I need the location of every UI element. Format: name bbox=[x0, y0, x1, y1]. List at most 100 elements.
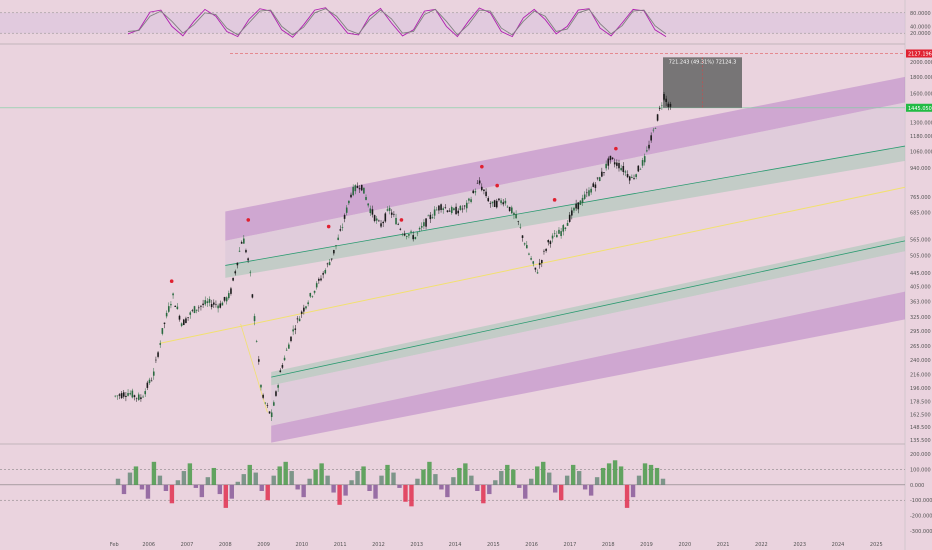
candle-body bbox=[367, 203, 369, 206]
stoch-tick-label: 80.0000 bbox=[910, 11, 931, 17]
x-tick-label: 2023 bbox=[793, 542, 806, 548]
cci-bar bbox=[187, 463, 193, 485]
candle-body bbox=[669, 103, 672, 107]
candle-body bbox=[556, 234, 558, 238]
x-tick-label: 2025 bbox=[870, 542, 883, 548]
candle-body bbox=[339, 229, 342, 231]
candle-body bbox=[530, 258, 532, 260]
cci-bar bbox=[181, 471, 187, 485]
candle-body bbox=[202, 303, 204, 306]
candle-body bbox=[345, 207, 348, 213]
candle-body bbox=[288, 344, 290, 349]
x-tick-label: 2013 bbox=[410, 542, 423, 548]
candle-body bbox=[450, 207, 453, 214]
candle-body bbox=[420, 226, 423, 228]
cci-bar bbox=[157, 475, 163, 485]
candle-body bbox=[198, 307, 200, 309]
cci-bar bbox=[379, 475, 384, 485]
candle-body bbox=[264, 402, 267, 404]
price-tick-label: 148.500 bbox=[910, 425, 931, 431]
cci-bar bbox=[361, 466, 366, 485]
candle-body bbox=[375, 218, 378, 221]
cci-bar bbox=[511, 469, 516, 485]
price-tick-label: 265.000 bbox=[910, 344, 931, 350]
candle-body bbox=[661, 105, 663, 107]
candle-body bbox=[172, 293, 174, 296]
price-tick-label: 295.000 bbox=[910, 329, 931, 335]
candle-body bbox=[307, 302, 309, 305]
candle-body bbox=[611, 157, 614, 159]
candle-body bbox=[532, 261, 535, 264]
x-tick-label: Feb bbox=[110, 542, 119, 548]
cci-bar bbox=[463, 463, 468, 485]
candle-body bbox=[590, 188, 592, 193]
stoch-series-line bbox=[127, 7, 667, 38]
candle-body bbox=[577, 202, 580, 210]
cci-bar bbox=[552, 484, 558, 493]
x-tick-label: 2007 bbox=[181, 542, 194, 548]
candle-body bbox=[193, 306, 196, 313]
cci-bar bbox=[289, 471, 294, 485]
candle-body bbox=[238, 250, 241, 252]
candle-body bbox=[363, 187, 365, 194]
candle-body bbox=[526, 245, 528, 249]
candle-body bbox=[234, 271, 237, 274]
candle-body bbox=[266, 405, 269, 406]
candle-body bbox=[157, 352, 159, 357]
candle-body bbox=[541, 260, 543, 264]
cci-bar bbox=[475, 484, 480, 491]
cci-bar bbox=[217, 484, 223, 495]
cci-bar bbox=[343, 484, 348, 496]
candle-body bbox=[313, 290, 316, 293]
candle-body bbox=[210, 303, 213, 308]
candle-body bbox=[294, 328, 297, 330]
candle-body bbox=[223, 296, 226, 301]
signal-marker bbox=[326, 224, 331, 229]
cci-bar bbox=[636, 475, 642, 485]
candle-body bbox=[508, 206, 511, 211]
candle-body bbox=[656, 114, 659, 121]
price-tick-label: 196.000 bbox=[910, 386, 931, 392]
price-candles bbox=[114, 92, 672, 421]
candle-body bbox=[487, 198, 490, 202]
candle-body bbox=[240, 242, 243, 244]
candle-body bbox=[459, 205, 462, 210]
cci-bar bbox=[391, 472, 396, 485]
candle-body bbox=[182, 319, 185, 326]
candle-body bbox=[639, 168, 642, 170]
cci-bar bbox=[193, 484, 199, 488]
candle-body bbox=[386, 209, 389, 211]
candle-body bbox=[545, 248, 547, 251]
cci-bar bbox=[235, 481, 240, 485]
candle-body bbox=[230, 288, 232, 294]
price-tick-label: 216.000 bbox=[910, 373, 931, 379]
price-tick-label: 325.000 bbox=[910, 315, 931, 321]
cci-bar bbox=[547, 472, 552, 485]
price-tick-label: 363.000 bbox=[910, 300, 931, 306]
cci-bar bbox=[421, 469, 426, 485]
candle-body bbox=[401, 234, 404, 235]
candle-body bbox=[326, 263, 329, 265]
candle-body bbox=[571, 210, 573, 216]
lower-channel-inner-band bbox=[271, 251, 905, 426]
candle-body bbox=[566, 223, 569, 226]
candle-body bbox=[144, 391, 147, 395]
cci-bar bbox=[211, 467, 217, 485]
candle-body bbox=[350, 194, 352, 198]
candle-body bbox=[232, 277, 234, 281]
candle-body bbox=[465, 202, 468, 209]
cci-bar bbox=[145, 484, 151, 499]
x-tick-label: 2020 bbox=[678, 542, 691, 548]
candle-body bbox=[613, 162, 616, 165]
candle-body bbox=[215, 304, 217, 305]
candle-body bbox=[616, 162, 618, 166]
candle-body bbox=[461, 208, 464, 210]
cci-bar bbox=[439, 484, 444, 490]
lower-channel-midline bbox=[271, 240, 906, 378]
cci-bar bbox=[415, 478, 420, 485]
upper-channel-center-band bbox=[225, 146, 906, 278]
candle-body bbox=[352, 186, 354, 196]
price-tick-label: 445.000 bbox=[910, 271, 931, 277]
cci-bar bbox=[487, 484, 492, 495]
price-tick-label: 405.000 bbox=[910, 284, 931, 290]
